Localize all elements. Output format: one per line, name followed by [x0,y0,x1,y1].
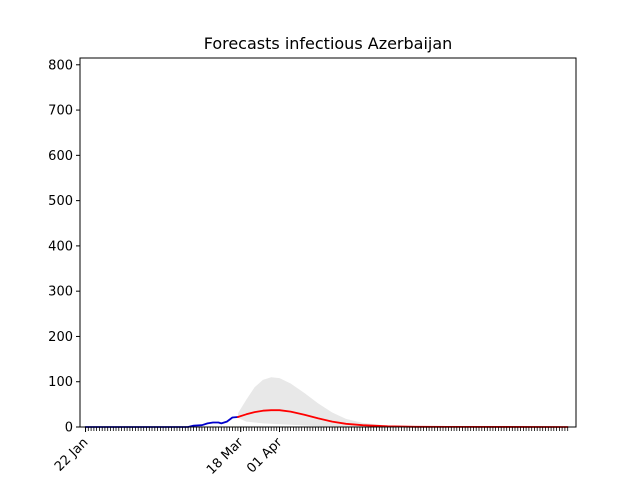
y-tick-label: 700 [48,104,73,119]
observed-line [84,416,239,428]
plot-frame [79,57,577,428]
y-tick-label: 0 [65,421,73,436]
y-tick-label: 600 [48,149,73,164]
y-tick-label: 500 [48,194,73,209]
y-tick-label: 200 [48,330,73,345]
y-tick-label: 100 [48,375,73,390]
uncertainty-band [237,377,568,427]
y-tick-label: 300 [48,285,73,300]
y-tick-label: 400 [48,239,73,254]
y-tick-label: 800 [48,58,73,73]
chart-title: Forecasts infectious Azerbaijan [204,34,453,53]
